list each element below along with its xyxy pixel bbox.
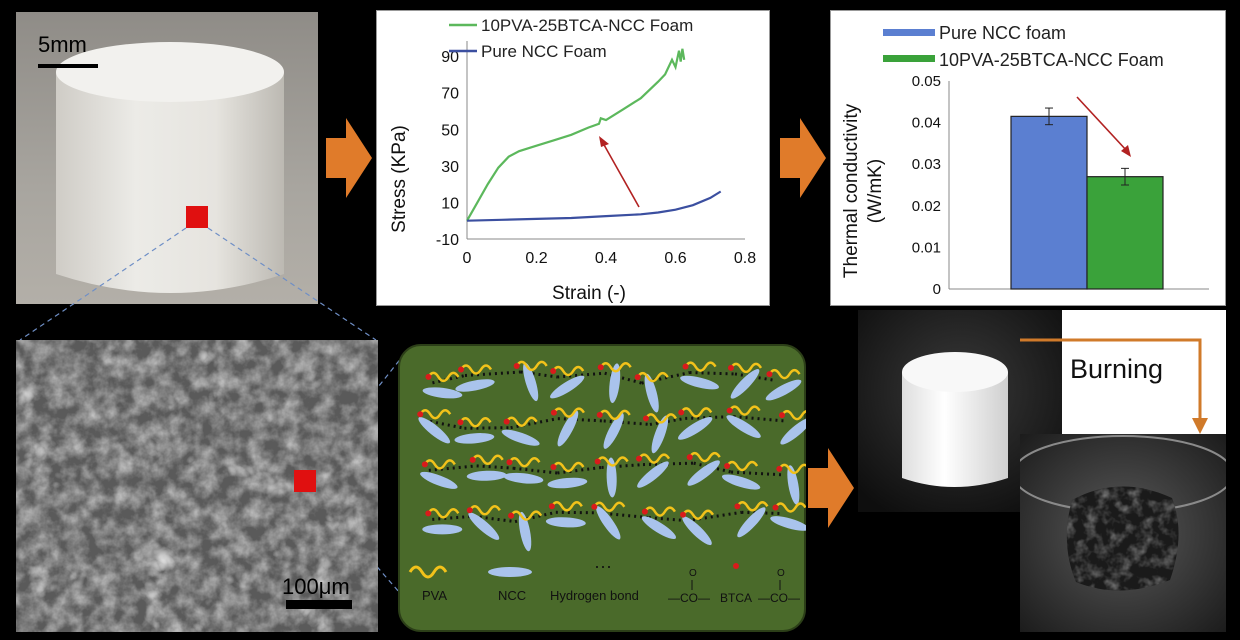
thermal-bar-pva-foam (1086, 176, 1164, 290)
ncc-rods (418, 362, 806, 552)
photo-scale-label: 5mm (38, 32, 87, 57)
thermal-y-axis-label-line2: (W/mK) (865, 159, 886, 223)
thermal-y-tick-label: 0.02 (912, 198, 941, 215)
sem-red-marker (294, 470, 316, 492)
ncc-legend-icon (488, 567, 532, 577)
thermal-error-bar (1045, 107, 1053, 126)
stress-x-tick-label: 0.8 (734, 250, 756, 267)
stress-legend-label-foam: 10PVA-25BTCA-NCC Foam (481, 16, 693, 35)
stress-series-line-ncc-foam (466, 190, 722, 222)
thermal-legend-label-ncc: Pure NCC foam (939, 23, 1066, 43)
stress-legend: 10PVA-25BTCA-NCC Foam Pure NCC Foam (449, 16, 693, 61)
sem-image-panel: 100μm (16, 340, 378, 632)
btca-link-left: —CO— (668, 591, 710, 605)
stress-x-tick-label: 0.6 (664, 250, 686, 267)
stress-trend-arrowhead (599, 136, 609, 147)
hbond-legend-label: Hydrogen bond (550, 588, 639, 603)
stress-y-tick-label: 50 (441, 122, 459, 139)
stress-strain-chart: -10 10 30 50 70 90 0 0.2 0.4 0.6 0.8 10PVA-25BTCA-… (389, 16, 756, 304)
foam-photo: 5mm (16, 12, 318, 304)
btca-carbonyl-left: O (689, 568, 697, 579)
thermal-legend: Pure NCC foam 10PVA-25BTCA-NCC Foam (883, 23, 1164, 70)
burning-label: Burning (1070, 354, 1164, 384)
pva-legend-label: PVA (422, 588, 447, 603)
thermal-y-tick-label: 0.04 (912, 115, 941, 132)
network-schematic: PVA NCC ··· Hydrogen bond O O —CO— BTCA … (398, 344, 806, 632)
arrow-photo-to-stress (326, 118, 372, 198)
stress-x-axis-label: Strain (-) (552, 283, 626, 304)
burning-label-area: Burning (1062, 310, 1226, 434)
stress-x-tick-label: 0.2 (525, 250, 547, 267)
thermal-conductivity-chart: 0 0.01 0.02 0.03 0.04 0.05 Pure NCC foam 10PV… (841, 23, 1209, 298)
thermal-bar-ncc-foam (1010, 115, 1088, 290)
thermal-error-bar (1121, 167, 1129, 186)
thermal-trend-arrow (1076, 96, 1128, 152)
hbond-legend-icon: ··· (594, 556, 612, 576)
stress-x-tick-label: 0 (463, 250, 472, 267)
btca-link-mid: BTCA (720, 591, 752, 605)
stress-y-axis-label: Stress (KPa) (389, 125, 410, 233)
sem-scale-label: 100μm (282, 574, 350, 599)
burned-foam-photo (1020, 434, 1226, 632)
ncc-legend-label: NCC (498, 588, 526, 603)
stress-x-tick-label: 0.4 (595, 250, 617, 267)
btca-legend-dot (733, 563, 739, 569)
thermal-conductivity-panel: 0 0.01 0.02 0.03 0.04 0.05 Pure NCC foam 10PV… (830, 10, 1226, 306)
btca-link-right: —CO— (758, 591, 800, 605)
sem-image: 100μm (16, 340, 378, 632)
arrow-schematic-to-foam (808, 448, 854, 528)
thermal-y-axis-label-line1: Thermal conductivity (841, 103, 862, 278)
stress-y-tick-label: 30 (441, 159, 459, 176)
photo-red-marker (186, 206, 208, 228)
thermal-y-tick-label: 0.05 (912, 73, 941, 90)
foam-photo-panel: 5mm (16, 12, 318, 304)
btca-crosslinks (417, 362, 785, 519)
stress-strain-panel: -10 10 30 50 70 90 0 0.2 0.4 0.6 0.8 10PVA-25BTCA-… (376, 10, 770, 306)
stress-trend-arrow (602, 142, 640, 208)
arrow-stress-to-thermal (780, 118, 826, 198)
thermal-y-tick-label: 0.01 (912, 239, 941, 256)
btca-carbonyl-right: O (777, 568, 785, 579)
stress-y-tick-label: 10 (441, 195, 459, 212)
thermal-y-tick-label: 0.03 (912, 156, 941, 173)
stress-y-tick-label: 70 (441, 86, 459, 103)
stress-y-tick-label: 90 (441, 49, 459, 66)
stress-y-tick-label: -10 (436, 232, 459, 249)
stress-legend-label-ncc: Pure NCC Foam (481, 42, 607, 61)
schematic-panel: PVA NCC ··· Hydrogen bond O O —CO— BTCA … (398, 344, 806, 632)
thermal-legend-label-foam: 10PVA-25BTCA-NCC Foam (939, 50, 1164, 70)
pva-chains (419, 360, 806, 521)
stress-series-line-pva-foam (466, 48, 686, 222)
thermal-trend-arrowhead (1121, 145, 1131, 157)
thermal-y-tick-label: 0 (933, 281, 941, 298)
pva-legend-icon (408, 565, 448, 579)
